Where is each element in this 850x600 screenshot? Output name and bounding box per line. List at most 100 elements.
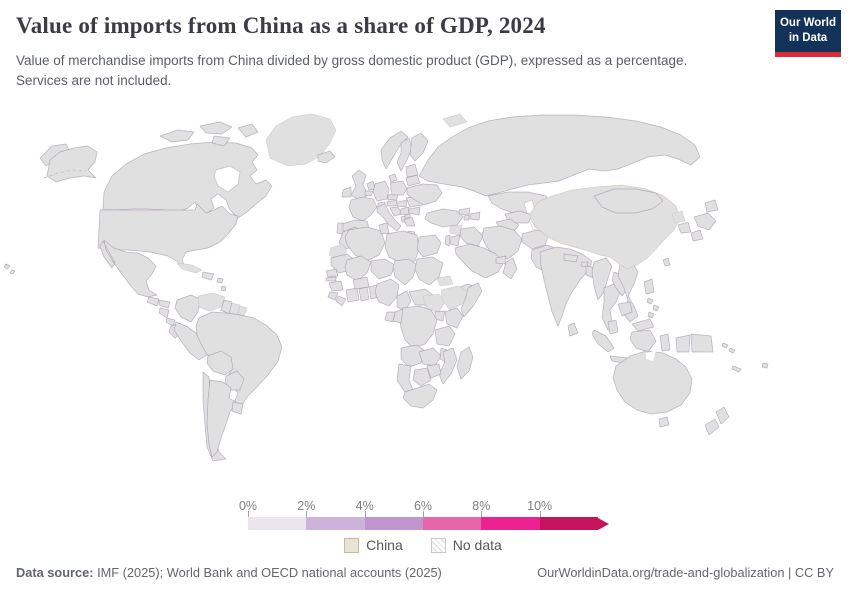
country-azerbaijan[interactable] — [469, 211, 481, 221]
country-angola[interactable] — [400, 344, 426, 368]
country-zimbabwe[interactable] — [426, 363, 442, 379]
country-sudan[interactable] — [414, 256, 444, 286]
country-ethiopia[interactable] — [440, 285, 469, 311]
country-mexico[interactable] — [99, 239, 158, 298]
country-mongolia[interactable] — [593, 188, 664, 214]
country-alaska[interactable] — [46, 145, 98, 183]
country-tanzania[interactable] — [434, 325, 456, 347]
country-philippines[interactable] — [643, 278, 660, 319]
country-iran[interactable] — [481, 225, 523, 260]
country-malaysia[interactable] — [607, 318, 655, 335]
legend-item-no-data[interactable]: No data — [430, 537, 502, 553]
country-niger[interactable] — [370, 258, 396, 280]
country-egypt[interactable] — [416, 234, 442, 258]
country-usa-hawaii[interactable] — [3, 263, 16, 275]
country-portugal[interactable] — [336, 222, 344, 235]
country-namibia[interactable] — [396, 363, 414, 393]
country-guatemala[interactable] — [146, 296, 160, 307]
country-france[interactable] — [348, 196, 378, 222]
country-canada[interactable] — [102, 141, 273, 219]
country-baltic-states[interactable] — [405, 163, 419, 178]
country-turkey[interactable] — [424, 208, 464, 228]
country-usa[interactable] — [97, 203, 239, 271]
country-bulgaria[interactable] — [408, 206, 421, 216]
country-peru[interactable] — [173, 321, 208, 361]
country-chad[interactable] — [392, 258, 418, 286]
country-french-guiana[interactable] — [237, 305, 248, 317]
country-finland[interactable] — [409, 132, 429, 162]
country-sweden[interactable] — [396, 137, 413, 172]
country-botswana[interactable] — [412, 367, 432, 387]
country-canada-arctic-islands[interactable] — [159, 121, 259, 147]
country-solomon-islands[interactable] — [721, 342, 736, 354]
country-georgia[interactable] — [458, 207, 471, 216]
country-eritrea[interactable] — [436, 275, 454, 287]
country-norway[interactable] — [380, 130, 409, 170]
country-gabon[interactable] — [384, 311, 396, 323]
country-kenya[interactable] — [444, 307, 464, 329]
legend-bin-0[interactable] — [248, 517, 307, 530]
country-sierra-leone[interactable] — [327, 291, 339, 301]
country-south-korea[interactable] — [677, 221, 692, 234]
country-australia[interactable] — [612, 350, 693, 428]
country-ghana[interactable] — [358, 286, 370, 302]
country-belgium[interactable] — [364, 190, 374, 197]
country-venezuela[interactable] — [197, 292, 226, 312]
country-vietnam[interactable] — [617, 261, 639, 323]
country-nepal[interactable] — [563, 253, 579, 263]
country-north-macedonia[interactable] — [404, 213, 411, 219]
country-cote-divoire[interactable] — [345, 287, 360, 303]
country-papua-new-guinea[interactable] — [690, 333, 714, 353]
country-poland[interactable] — [389, 180, 408, 196]
country-guinea[interactable] — [328, 280, 344, 292]
country-nigeria[interactable] — [374, 278, 400, 307]
country-nicaragua[interactable] — [158, 307, 170, 319]
country-oman[interactable] — [502, 257, 518, 280]
country-ireland[interactable] — [341, 186, 352, 198]
country-honduras[interactable] — [158, 299, 171, 309]
country-tunisia[interactable] — [378, 222, 390, 235]
country-hispaniola[interactable] — [201, 271, 215, 281]
legend-item-china[interactable]: China — [344, 537, 403, 553]
country-south-sudan[interactable] — [422, 293, 446, 313]
country-denmark[interactable] — [388, 173, 398, 183]
country-cambodia[interactable] — [617, 301, 633, 317]
country-sri-lanka[interactable] — [567, 322, 579, 337]
country-madagascar[interactable] — [456, 346, 474, 380]
country-somalia[interactable] — [460, 282, 483, 318]
country-israel[interactable] — [444, 234, 451, 247]
country-libya[interactable] — [384, 230, 420, 264]
country-cameroon[interactable] — [396, 290, 412, 312]
legend-bin-3[interactable] — [422, 517, 482, 530]
country-caribbean-islands[interactable] — [216, 277, 227, 292]
country-iceland[interactable] — [317, 150, 336, 164]
country-paraguay[interactable] — [224, 370, 245, 391]
country-argentina[interactable] — [206, 379, 237, 458]
country-taiwan[interactable] — [662, 257, 671, 267]
attribution-link[interactable]: OurWorldinData.org/trade-and-globalizati… — [537, 565, 834, 580]
country-uruguay[interactable] — [231, 401, 244, 415]
country-new-caledonia[interactable] — [731, 365, 742, 373]
country-colombia[interactable] — [174, 294, 201, 323]
owid-logo[interactable]: Our World in Data — [775, 10, 841, 57]
country-dr-congo[interactable] — [398, 305, 438, 349]
country-iraq[interactable] — [459, 226, 484, 247]
country-saudi-arabia[interactable] — [454, 243, 505, 279]
country-svalbard[interactable] — [442, 113, 468, 128]
country-liberia[interactable] — [335, 295, 347, 307]
country-algeria[interactable] — [344, 226, 386, 262]
country-bolivia[interactable] — [206, 350, 234, 376]
country-fiji[interactable] — [761, 362, 769, 369]
country-india[interactable] — [539, 246, 593, 327]
country-senegal[interactable] — [325, 268, 339, 278]
country-burkina-faso[interactable] — [352, 276, 370, 290]
country-ukraine[interactable] — [406, 183, 443, 206]
country-uae[interactable] — [495, 255, 507, 265]
legend-bin-5[interactable] — [539, 517, 598, 530]
legend-bin-1[interactable] — [306, 517, 365, 530]
country-jordan[interactable] — [449, 234, 461, 247]
legend-bin-4[interactable] — [481, 517, 540, 530]
country-north-korea[interactable] — [671, 210, 686, 224]
country-united-kingdom[interactable] — [350, 169, 369, 201]
country-japan[interactable] — [690, 199, 719, 242]
